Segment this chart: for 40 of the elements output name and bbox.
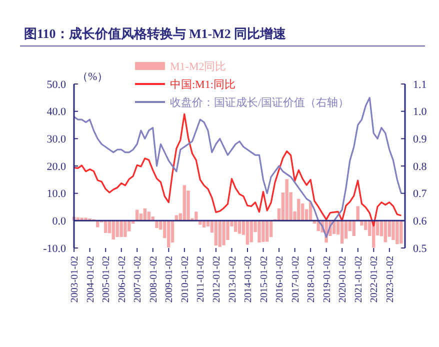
x-tick-label: 2005-01-02 [101,256,112,303]
x-tick-label: 2003-01-02 [70,256,81,303]
x-tick-label: 2021-01-02 [353,256,364,303]
x-tick-label: 2006-01-02 [116,256,128,303]
legend-label: M1-M2同比 [170,60,226,73]
x-tick-label: 2011-01-02 [196,256,207,302]
x-tick-label: 2022-01-02 [369,256,380,303]
y-axis-title: （%） [77,71,108,83]
y-tick-label: 20.0 [46,160,66,173]
x-tick-label: 2009-01-02 [164,256,176,303]
y2-tick-label: 0.8 [413,160,428,173]
y-tick-label: -10.0 [43,242,66,255]
x-tick-label: 2008-01-02 [148,256,160,303]
x-tick-label: 2004-01-02 [85,256,96,303]
x-tick-label: 2012-01-02 [211,256,222,303]
x-tick-label: 2007-01-02 [132,256,144,303]
legend-label: 收盘价：国证成长/国证价值（右轴） [170,96,350,109]
y2-tick-label: 0.7 [413,188,428,200]
y-tick-label: 50.0 [46,78,66,91]
legend-label: 中国:M1:同比 [170,78,236,91]
x-tick-label: 2013-01-02 [227,256,238,303]
x-tick-label: 2023-01-02 [384,256,396,303]
x-tick-label: 2018-01-02 [306,256,318,303]
y2-tick-label: 0.9 [413,134,428,146]
y2-tick-label: 1.0 [413,106,428,118]
x-tick-label: 2019-01-02 [322,256,333,303]
y-tick-label: 40.0 [46,106,66,118]
x-tick-label: 2014-01-02 [243,256,254,303]
y-tick-label: 0.0 [52,216,66,228]
y-tick-label: 10.0 [46,188,66,200]
y2-tick-label: 0.5 [413,242,428,255]
chart-title: 图110：成长价值风格转换与 M1-M2 同比增速 [24,26,288,41]
y2-tick-label: 0.6 [413,216,428,228]
x-tick-label: 2020-01-02 [338,256,349,303]
x-tick-label: 2010-01-02 [180,256,191,303]
y-tick-label: 30.0 [46,134,66,146]
x-tick-label: 2016-01-02 [274,256,286,303]
x-tick-label: 2017-01-02 [290,256,302,303]
x-tick-label: 2015-01-02 [258,256,270,303]
y2-tick-label: 1.1 [413,78,427,91]
